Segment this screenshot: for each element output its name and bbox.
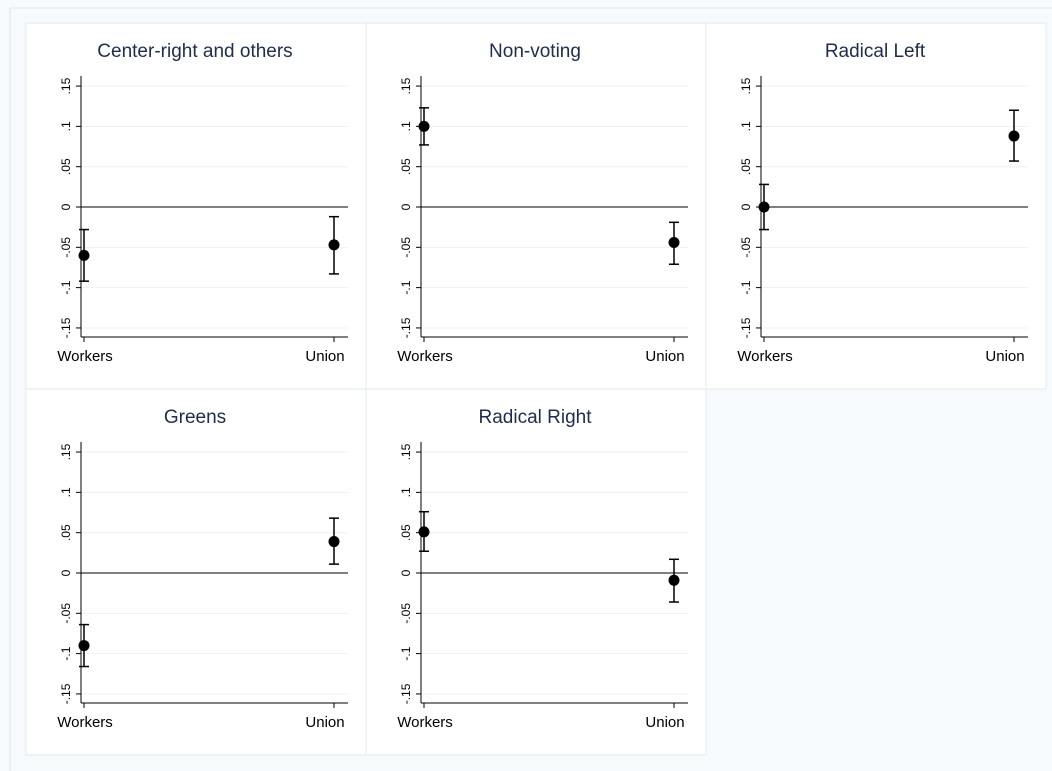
y-tick-label: -.1 <box>59 280 73 294</box>
y-tick-label: 0 <box>399 203 413 210</box>
x-category-label: Union <box>645 714 684 731</box>
y-tick-label: -.05 <box>399 603 413 624</box>
x-category-label: Union <box>985 348 1024 365</box>
point-estimate <box>668 236 680 248</box>
y-tick-label: 0 <box>59 569 73 576</box>
y-tick-label: .15 <box>59 77 73 94</box>
point-estimate <box>418 120 430 132</box>
y-tick-label: .15 <box>59 443 73 460</box>
y-tick-label: -.1 <box>399 646 413 660</box>
y-tick-label: 0 <box>399 569 413 576</box>
point-estimate <box>78 640 90 652</box>
y-tick-label: .15 <box>739 77 753 94</box>
panel-background <box>25 22 367 390</box>
point-estimate <box>328 536 340 548</box>
y-tick-label: -.15 <box>59 317 73 338</box>
y-tick-label: .1 <box>399 121 413 131</box>
panel-title: Greens <box>164 407 226 428</box>
panel-title: Center-right and others <box>97 41 292 62</box>
panel-title: Radical Right <box>479 407 593 428</box>
x-category-label: Union <box>305 714 344 731</box>
y-tick-label: .05 <box>399 524 413 541</box>
point-estimate <box>78 249 90 261</box>
y-tick-label: -.05 <box>59 603 73 624</box>
y-tick-label: .1 <box>739 121 753 131</box>
point-estimate <box>758 201 770 213</box>
y-tick-label: .1 <box>399 487 413 497</box>
y-tick-label: .05 <box>59 158 73 175</box>
y-tick-label: -.1 <box>739 280 753 294</box>
x-category-label: Workers <box>397 714 453 731</box>
y-tick-label: .05 <box>59 524 73 541</box>
panel-background <box>365 22 707 390</box>
x-category-label: Union <box>305 348 344 365</box>
panel-background <box>365 388 707 756</box>
point-estimate <box>418 526 430 538</box>
y-tick-label: .05 <box>739 158 753 175</box>
point-estimate <box>1008 130 1020 142</box>
y-tick-label: -.1 <box>59 646 73 660</box>
y-tick-label: -.15 <box>59 683 73 704</box>
panel-background <box>705 22 1047 390</box>
y-tick-label: -.15 <box>739 317 753 338</box>
panel-title: Radical Left <box>825 41 926 62</box>
y-tick-label: -.05 <box>739 237 753 258</box>
point-estimate <box>668 574 680 586</box>
y-tick-label: .15 <box>399 77 413 94</box>
panel-5: Radical Right .15 .1 .05 0 -.05 -.1 -.15 Workers… <box>365 388 707 756</box>
panel-title: Non-voting <box>489 41 581 62</box>
y-tick-label: -.1 <box>399 280 413 294</box>
x-category-label: Workers <box>57 348 113 365</box>
y-tick-label: -.15 <box>399 317 413 338</box>
x-category-label: Union <box>645 348 684 365</box>
y-tick-label: -.15 <box>399 683 413 704</box>
panel-grid: Center-right and others .15 .1 .05 0 -.05 -.1 -… <box>25 22 1047 756</box>
y-tick-label: .1 <box>59 121 73 131</box>
panel-background <box>25 388 367 756</box>
y-tick-label: -.05 <box>399 237 413 258</box>
panel-4: Greens .15 .1 .05 0 -.05 -.1 -.15 Workers Union <box>25 388 367 756</box>
x-category-label: Workers <box>397 348 453 365</box>
panel-1: Center-right and others .15 .1 .05 0 -.05 -.1 -… <box>25 22 367 390</box>
y-tick-label: .1 <box>59 487 73 497</box>
y-tick-label: 0 <box>739 203 753 210</box>
y-tick-label: .05 <box>399 158 413 175</box>
x-category-label: Workers <box>57 714 113 731</box>
x-category-label: Workers <box>737 348 793 365</box>
point-estimate <box>328 239 340 251</box>
panel-3: Radical Left .15 .1 .05 0 -.05 -.1 -.15 Workers U… <box>705 22 1047 390</box>
panel-2: Non-voting .15 .1 .05 0 -.05 -.1 -.15 Workers Uni… <box>365 22 707 390</box>
y-tick-label: 0 <box>59 203 73 210</box>
y-tick-label: .15 <box>399 443 413 460</box>
y-tick-label: -.05 <box>59 237 73 258</box>
